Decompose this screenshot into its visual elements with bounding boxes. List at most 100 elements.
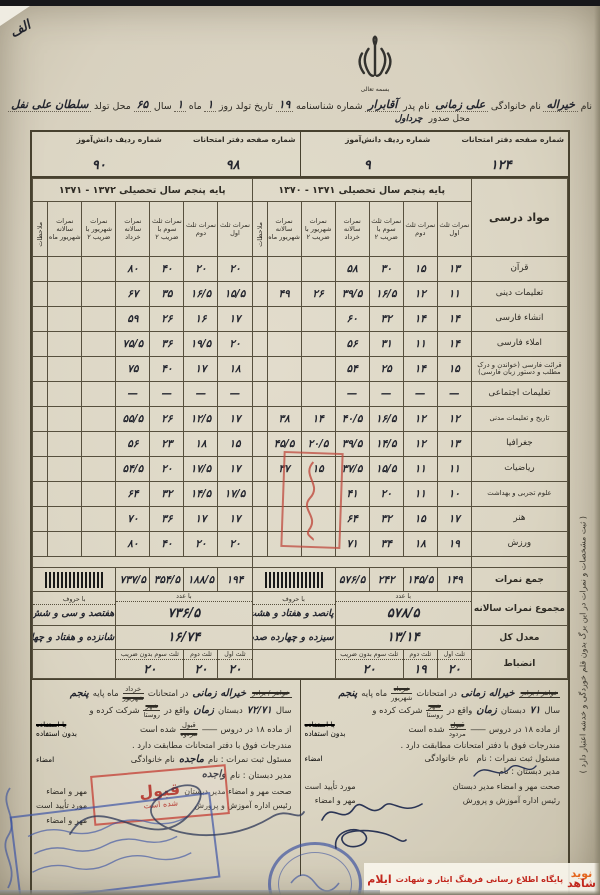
birth-year-value: ۶۵ bbox=[133, 98, 152, 112]
torn-corner bbox=[0, 6, 30, 26]
grade-cell: ۱۴ bbox=[436, 306, 472, 332]
grade-cell bbox=[47, 256, 83, 282]
discipline-row: انضباط ثلث اول ۲۰ ثلث دوم ۱۹ ثلث سوم بدون … bbox=[31, 649, 569, 679]
grade-cell: ۳۹/۵ bbox=[334, 431, 370, 457]
col-header-remarks: ملاحظات bbox=[251, 201, 268, 257]
student-row-value: ۹ bbox=[363, 158, 371, 173]
grade-cell: ۳۴ bbox=[368, 531, 404, 557]
exam-page-cell: شماره صفحه دفتر امتحانات ۱۲۴ bbox=[434, 132, 568, 176]
student-row-label: شماره ردیف دانش‌آموز bbox=[76, 135, 162, 144]
remarks-cell bbox=[31, 481, 49, 507]
exam-page-cell: شماره صفحه دفتر امتحانات ۹۸ bbox=[166, 132, 300, 176]
grade-cell bbox=[300, 306, 336, 332]
grade-cell bbox=[81, 381, 117, 407]
remarks-cell bbox=[31, 331, 49, 357]
grade-cell bbox=[300, 356, 336, 382]
grade-cell: ۷۵/۵ bbox=[115, 331, 151, 357]
grade-cell: ۴۵/۵ bbox=[266, 431, 302, 457]
total-cell: ۱۴۵/۵ bbox=[402, 567, 438, 592]
remarks-cell bbox=[251, 431, 268, 457]
annual-sum-numeric: با عدد ۷۳۶/۵ bbox=[115, 591, 253, 626]
col-header-sept: نمرات شهریور با ضریب ۲ bbox=[81, 201, 117, 257]
grade-cell: — bbox=[368, 381, 404, 407]
subject-label: ریاضیات bbox=[470, 456, 569, 482]
grade-cell: ۵۵/۵ bbox=[115, 406, 151, 432]
col-header-sept-annual: نمرات سالانه شهریور ماه bbox=[47, 201, 83, 257]
grade-cell: ۲۰ bbox=[149, 456, 185, 482]
grade-cell bbox=[47, 481, 83, 507]
table-row: ورزش ۱۹ ۱۸ ۳۴ ۷۱ ۲۰ ۲۰ ۴۰ ۸۰ bbox=[31, 531, 569, 557]
grade-cell bbox=[266, 306, 302, 332]
grade-cell: ۲۶ bbox=[149, 306, 185, 332]
grade-cell: ۲۰ bbox=[183, 531, 219, 557]
grade-cell: ۲۰ bbox=[217, 531, 253, 557]
remarks-cell bbox=[31, 256, 49, 282]
grade-cell: ۳۲ bbox=[368, 506, 404, 532]
registrar-name-hand: ماجده bbox=[178, 753, 204, 765]
grade-cell bbox=[266, 256, 302, 282]
grade-cell: ۵۶ bbox=[334, 331, 370, 357]
grade-hand: پنجم bbox=[338, 687, 358, 699]
grade-cell: ۲۳ bbox=[149, 431, 185, 457]
col-header-t1: نمرات ثلث اول bbox=[436, 201, 472, 257]
grade-cell bbox=[47, 331, 83, 357]
signature bbox=[321, 803, 423, 821]
grade-cell: ۸۰ bbox=[115, 531, 151, 557]
grade-cell: ۱۷ bbox=[217, 506, 253, 532]
barcode bbox=[264, 571, 323, 588]
grade-cell bbox=[81, 481, 117, 507]
grade-cell: ۵۸ bbox=[334, 256, 370, 282]
grades-body: قرآن ۱۳ ۱۵ ۳۰ ۵۸ ۲۰ ۲۰ ۴۰ ۸۰ تعلیمات دینی ۱۱ ۱۲ ۱۶/۵… bbox=[31, 256, 569, 557]
grade-cell: ۳۷/۵ bbox=[334, 456, 370, 482]
gpa-row: معدل کل ۱۳/۱۴ سیزده و چهارده صدم ۱۶/۷۴ ش… bbox=[31, 625, 569, 650]
remarks-cell bbox=[251, 256, 268, 282]
table-row: املاء فارسی ۱۴ ۱۱ ۳۱ ۵۶ ۲۰ ۱۹/۵ ۳۶ ۷۵/۵ bbox=[31, 331, 569, 357]
subject-label: جغرافیا bbox=[470, 431, 569, 457]
birthplace-label: محل تولد bbox=[94, 101, 131, 112]
grade-cell bbox=[47, 431, 83, 457]
gpa-numeric: ۱۶/۷۴ bbox=[115, 625, 253, 650]
grade-cell: ۶۴ bbox=[115, 481, 151, 507]
discipline-label: انضباط bbox=[470, 649, 569, 679]
grade-cell bbox=[266, 506, 302, 532]
discipline-cell: ثلث اول ۲۰ bbox=[436, 649, 472, 679]
subject-label: انشاء فارسی bbox=[470, 306, 569, 332]
grade-cell: ۱۲/۵ bbox=[183, 406, 219, 432]
subject-label: تعلیمات اجتماعی bbox=[470, 381, 569, 407]
col-header-t2: نمرات ثلث دوم bbox=[183, 201, 219, 257]
grade-cell: ۱۷ bbox=[436, 506, 472, 532]
totals-label: جمع نمرات bbox=[470, 567, 569, 592]
table-row: تعلیمات اجتماعی — — — — — — — — bbox=[31, 381, 569, 407]
grade-cell: ۴۰/۵ bbox=[334, 406, 370, 432]
watermark-region: ایلام bbox=[367, 872, 392, 886]
grade-cell: ۲۶ bbox=[300, 281, 336, 307]
register-numbers-row: شماره صفحه دفتر امتحانات ۱۲۴ شماره ردیف … bbox=[32, 132, 568, 178]
col-header-sept-annual: نمرات سالانه شهریور ماه bbox=[266, 201, 302, 257]
paper-sheet: بسمه تعالی الف نام خیراله نام خانوادگی ع… bbox=[0, 6, 600, 895]
year-band-2: پایه پنجم سال تحصیلی ۱۳۷۲ - ۱۳۷۱ bbox=[32, 178, 253, 202]
grade-cell: ۲۶ bbox=[149, 406, 185, 432]
table-row: علوم تجربی و بهداشت ۱۰ ۱۱ ۲۰ ۴۱ ۱۷/۵ ۱۴/۵ ۳۲ ۶۴ bbox=[31, 481, 569, 507]
grade-cell: ۱۸ bbox=[402, 531, 438, 557]
red-result-stamp bbox=[280, 450, 344, 550]
grade-cell: — bbox=[436, 381, 472, 407]
grade-cell: ۱۲ bbox=[402, 431, 438, 457]
grade-cell: ۳۰ bbox=[368, 256, 404, 282]
grade-cell bbox=[81, 406, 117, 432]
student-row-value: ۹۰ bbox=[91, 158, 106, 173]
grade-cell bbox=[47, 356, 83, 382]
grade-cell bbox=[81, 306, 117, 332]
grade-cell bbox=[266, 481, 302, 507]
grade-cell: ۱۵ bbox=[402, 256, 438, 282]
grade-cell: ۳۲ bbox=[368, 306, 404, 332]
gpa-numeric: ۱۳/۱۴ bbox=[334, 625, 472, 650]
remarks-cell bbox=[251, 506, 268, 532]
grade-cell: ۵۹ bbox=[115, 306, 151, 332]
signature bbox=[69, 784, 305, 836]
grade-cell bbox=[81, 506, 117, 532]
page-edge-shade bbox=[0, 890, 600, 895]
totals-row: جمع نمرات ۱۴۹ ۱۴۵/۵ ۲۴۲ ۵۷۶/۵ ۱۹۴ ۱۸۸/۵ … bbox=[31, 567, 569, 592]
grade-cell bbox=[47, 281, 83, 307]
table-row: ریاضیات ۱۱ ۱۱ ۱۵/۵ ۳۷/۵ ۱۵ ۳۷ ۱۷ ۱۷/۵ ۲۰ ۵۴/۵ bbox=[31, 456, 569, 482]
left-edge-scribble bbox=[4, 787, 13, 889]
